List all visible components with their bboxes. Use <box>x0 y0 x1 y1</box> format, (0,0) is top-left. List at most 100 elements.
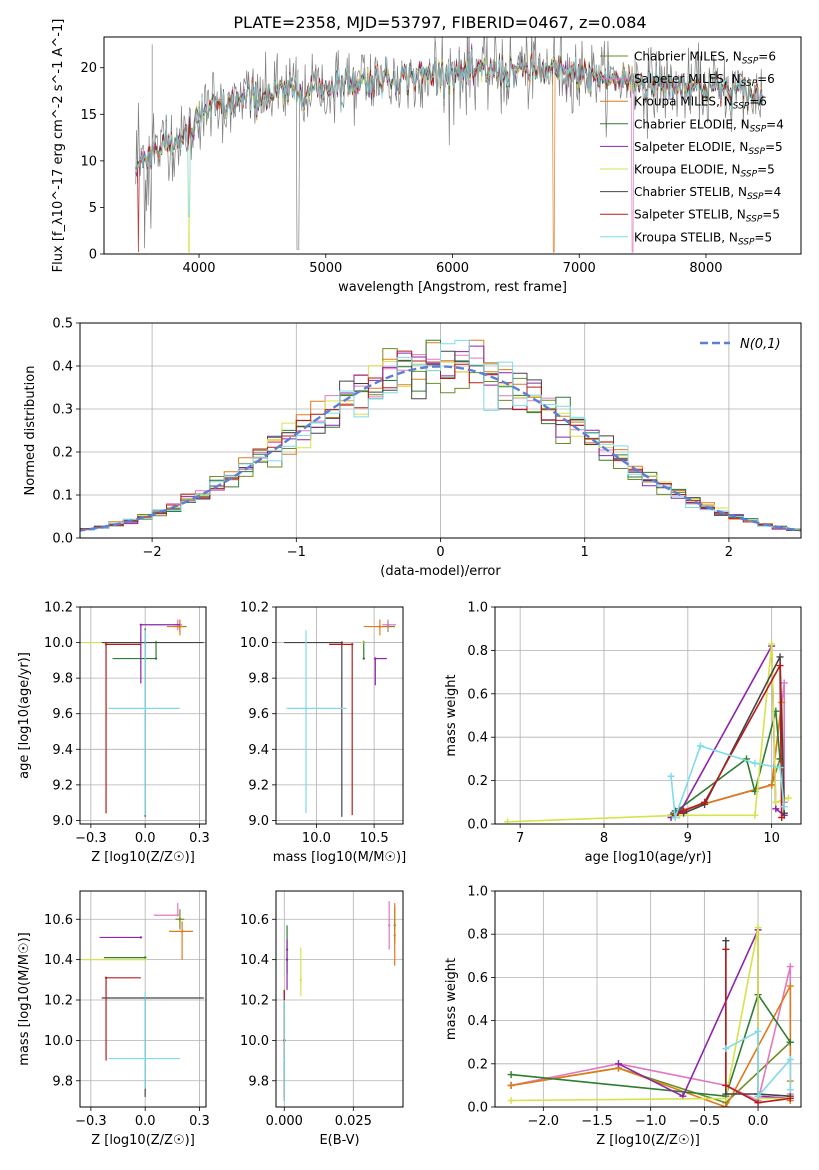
y-tick-label: 5 <box>89 201 97 216</box>
mass-weight-line <box>674 702 785 816</box>
y-tick-label: 10.2 <box>240 601 269 616</box>
legend-nssp-value: 5 <box>764 230 772 244</box>
mass-weight-marker <box>754 1092 762 1100</box>
y-axis-label: mass weight <box>444 674 459 756</box>
x-tick-label: 6000 <box>436 261 469 276</box>
legend-entry: Chabrier ELODIE, NSSP=4 <box>634 117 784 134</box>
y-tick-label: 9.8 <box>52 1074 73 1089</box>
plot-area-weight_vs_z <box>507 924 794 1107</box>
x-tick-label: 0.0 <box>748 1114 769 1129</box>
y-axis-label: age [log10(age/yr)] <box>17 652 32 779</box>
data-point <box>351 643 354 646</box>
mass-weight-marker <box>671 813 679 821</box>
data-point <box>104 976 108 980</box>
axes-frame <box>275 606 404 825</box>
panel-weight_vs_z: −2.0 −1.5 −1.0 −0.5 0.0 0.0 0.2 0.4 0.6 0.8 1.0 Z [… <box>444 885 802 1148</box>
plot-area-residuals <box>80 339 801 533</box>
y-tick-label: 0.4 <box>52 360 73 375</box>
y-tick-label: 0.4 <box>467 731 488 746</box>
y-tick-label: 0 <box>89 248 97 263</box>
data-point <box>393 934 396 937</box>
mass-weight-marker <box>772 805 780 813</box>
legend-entry: Kroupa STELIB, NSSP=5 <box>634 230 772 247</box>
y-tick-label: 9.6 <box>52 707 73 722</box>
y-tick-label: 10.0 <box>44 636 73 651</box>
data-point <box>362 657 365 660</box>
mass-weight-marker <box>696 742 704 750</box>
data-point <box>180 930 184 933</box>
x-axis-label: Z [log10(Z/Z☉)] <box>91 850 195 865</box>
x-tick-label: 1 <box>581 545 589 560</box>
x-tick-label: 0.0 <box>135 1114 156 1129</box>
x-axis-label: mass [log10(M/M☉)] <box>273 850 406 865</box>
y-tick-label: 0.3 <box>52 403 73 418</box>
x-tick-label: −1 <box>287 545 306 560</box>
mass-weight-marker <box>784 794 792 802</box>
y-tick-label: 0.1 <box>52 489 73 504</box>
axes-frame <box>275 890 404 1108</box>
x-tick-label: −0.3 <box>75 831 107 846</box>
x-tick-label: 4000 <box>182 261 215 276</box>
mass-weight-marker <box>722 937 730 945</box>
x-tick-label: −0.5 <box>689 1114 721 1129</box>
legend-entry: Salpeter ELODIE, NSSP=5 <box>634 140 783 157</box>
x-tick-label: 0.3 <box>189 1114 210 1129</box>
axes-frame <box>494 606 802 825</box>
mass-weight-line <box>670 744 785 818</box>
y-axis-label: mass [log10(M/M☉)] <box>17 932 32 1065</box>
x-tick-label: 10 <box>763 831 780 846</box>
legend-series-name: Kroupa MILES <box>634 95 716 109</box>
x-tick-label: −2 <box>143 545 162 560</box>
x-tick-label: 10.0 <box>302 831 331 846</box>
x-tick-label: 8000 <box>689 261 722 276</box>
panel-mass_vs_z: −0.3 0.0 0.3 9.8 10.0 10.2 10.4 10.6 Z [log10(Z/… <box>17 890 210 1148</box>
data-point <box>143 958 147 961</box>
y-tick-label: 10.0 <box>44 1034 73 1049</box>
legend-series-name: Chabrier STELIB <box>634 185 730 199</box>
axes-frame <box>79 322 802 539</box>
x-tick-label: 9 <box>684 831 692 846</box>
y-tick-label: 10.2 <box>240 994 269 1009</box>
legend-entry: Salpeter STELIB, NSSP=5 <box>634 208 780 225</box>
plot-area-spectrum <box>135 37 764 253</box>
legend-entry: Kroupa ELODIE, NSSP=5 <box>634 163 775 180</box>
y-tick-label: 0.5 <box>52 317 73 332</box>
data-point <box>143 956 147 959</box>
data-point <box>176 914 179 917</box>
y-tick-label: 9.8 <box>248 672 269 687</box>
data-point <box>178 918 182 921</box>
data-point <box>143 707 147 710</box>
y-tick-label: 10.0 <box>240 1034 269 1049</box>
y-tick-label: 0.4 <box>467 1014 488 1029</box>
panel-age_vs_mass: 10.0 10.5 9.0 9.2 9.4 9.6 9.8 10.0 10.2 mass [log… <box>240 601 406 866</box>
data-point <box>340 641 344 644</box>
y-tick-label: 10.6 <box>240 913 269 928</box>
legend-entry: Chabrier MILES, NSSP=6 <box>634 50 776 67</box>
x-tick-label: 2 <box>725 545 733 560</box>
legend-entry: Kroupa MILES, NSSP=6 <box>634 95 767 112</box>
y-tick-label: 9.0 <box>52 814 73 829</box>
y-tick-label: 0.2 <box>467 1057 488 1072</box>
axes-frame <box>79 890 207 1108</box>
legend: Chabrier MILES, NSSP=6 Salpeter MILES, NS… <box>600 50 784 247</box>
legend-nssp-value: 6 <box>759 95 767 109</box>
y-tick-label: 1.0 <box>467 601 488 616</box>
y-axis-label: Flux [f_λ10^-17 erg cm^-2 s^-1 A^-1] <box>51 19 66 273</box>
mass-weight-marker <box>751 759 759 767</box>
x-axis-label: Z [log10(Z/Z☉)] <box>596 1133 700 1148</box>
x-tick-label: 0 <box>436 545 444 560</box>
mass-weight-marker <box>778 813 786 821</box>
mass-weight-marker <box>614 1060 622 1068</box>
legend-series-name: Salpeter ELODIE <box>634 140 732 154</box>
legend-entry: Salpeter MILES, NSSP=6 <box>634 72 775 89</box>
data-point <box>139 623 143 626</box>
y-tick-label: 0.0 <box>52 532 73 547</box>
panel-spectrum: 4000 5000 6000 7000 8000 0 5 10 15 20 wavelength [… <box>51 19 802 295</box>
mass-weight-marker <box>751 811 759 819</box>
mass-weight-marker <box>776 764 784 772</box>
data-point <box>139 936 143 939</box>
y-tick-label: 1.0 <box>467 885 488 900</box>
y-tick-label: 10.2 <box>44 601 73 616</box>
mass-weight-marker <box>722 1081 730 1089</box>
